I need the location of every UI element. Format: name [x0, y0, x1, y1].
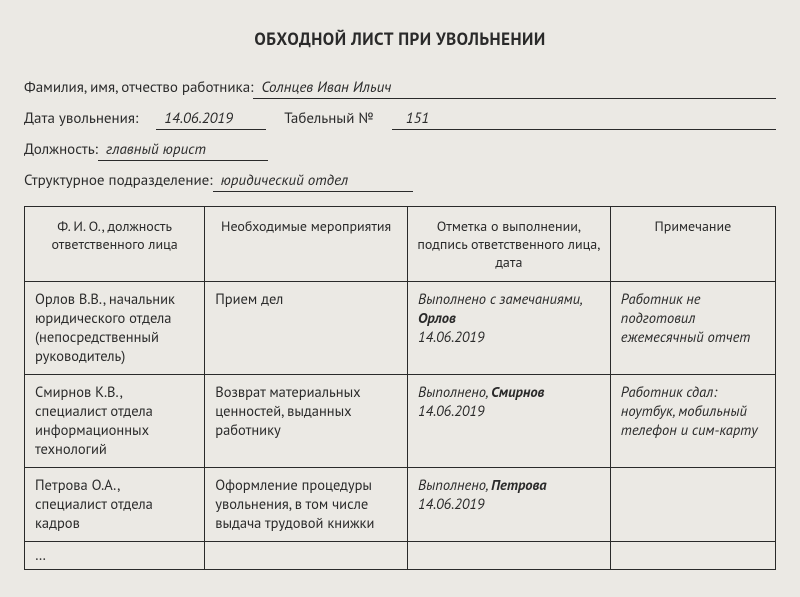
table-row: Смирнов К.В., специалист отдела информац… [25, 375, 776, 468]
table-row: Орлов В.В., начальник юридического отдел… [25, 282, 776, 375]
table-header-row: Ф. И. О., должность ответственного лица … [25, 207, 776, 282]
status-pre: Выполнено, [418, 383, 491, 402]
field-dept: Структурное подразделение: юридический о… [24, 171, 776, 192]
th-note: Примечание [610, 207, 775, 282]
cell-activity: Возврат материальных ценностей, выданных… [205, 375, 408, 468]
cell-person: Петрова О.А., специалист отдела кадров [25, 468, 205, 542]
cell-status: Выполнено, Петрова 14.06.2019 [408, 468, 611, 542]
cell-activity: Прием дел [205, 282, 408, 375]
signature: Петрова [491, 476, 546, 495]
cell-person: Смирнов К.В., специалист отдела информац… [25, 375, 205, 468]
status-date: 14.06.2019 [418, 328, 484, 347]
table-row: Петрова О.А., специалист отдела кадров О… [25, 468, 776, 542]
cell-ellipsis: … [25, 542, 205, 570]
tabno-value: 151 [392, 109, 776, 130]
th-status: Отметка о выполнении, подпись ответствен… [408, 207, 611, 282]
cell-status: Выполнено, Смирнов 14.06.2019 [408, 375, 611, 468]
status-date: 14.06.2019 [418, 495, 484, 514]
cell-note: Работник не подготовил ежемесячный отчет [610, 282, 775, 375]
fio-value: Солнцев Иван Ильич [253, 78, 776, 99]
table-row-ellipsis: … [25, 542, 776, 570]
dept-value: юридический отдел [213, 171, 413, 192]
dept-label: Структурное подразделение: [24, 171, 213, 190]
cell-person: Орлов В.В., начальник юридического отдел… [25, 282, 205, 375]
cell-empty [205, 542, 408, 570]
fio-label: Фамилия, имя, отчество работника: [24, 78, 253, 97]
field-fio: Фамилия, имя, отчество работника: Солнце… [24, 78, 776, 99]
signature: Орлов [418, 309, 456, 328]
field-position: Должность: главный юрист [24, 140, 776, 161]
status-date: 14.06.2019 [418, 402, 484, 421]
cell-status: Выполнено с замечаниями, Орлов 14.06.201… [408, 282, 611, 375]
status-pre: Выполнено, [418, 476, 491, 495]
tabno-label: Табельный № [284, 109, 374, 128]
th-person: Ф. И. О., должность ответственного лица [25, 207, 205, 282]
cell-empty [408, 542, 611, 570]
position-value: главный юрист [98, 140, 268, 161]
position-label: Должность: [24, 140, 98, 159]
status-pre: Выполнено с замечаниями, [418, 290, 582, 309]
cell-note [610, 468, 775, 542]
cell-activity: Оформление процедуры увольнения, в том ч… [205, 468, 408, 542]
cell-note: Работник сдал: ноутбук, мобильный телефо… [610, 375, 775, 468]
signature: Смирнов [491, 383, 544, 402]
th-activity: Необходимые мероприятия [205, 207, 408, 282]
field-date-tabno: Дата увольнения: 14.06.2019 Табельный № … [24, 109, 776, 130]
date-value: 14.06.2019 [156, 109, 266, 130]
date-label: Дата увольнения: [24, 109, 138, 128]
cell-empty [610, 542, 775, 570]
document-title: ОБХОДНОЙ ЛИСТ ПРИ УВОЛЬНЕНИИ [24, 28, 776, 50]
clearance-table: Ф. И. О., должность ответственного лица … [24, 206, 776, 570]
